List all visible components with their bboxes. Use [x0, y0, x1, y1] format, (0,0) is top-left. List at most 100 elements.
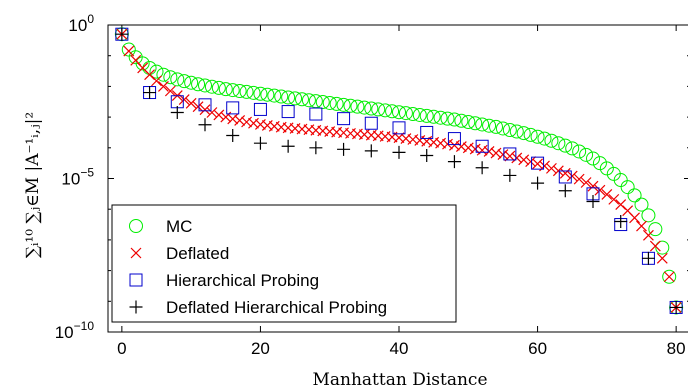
data-point: [158, 80, 169, 92]
data-point: [551, 136, 566, 151]
data-point: [537, 131, 552, 146]
y-tick-exponent: 0: [87, 12, 94, 26]
data-point: [476, 144, 488, 156]
data-point: [552, 165, 564, 177]
data-point: [227, 113, 239, 125]
data-point: [199, 104, 211, 116]
legend-marker: [129, 300, 143, 314]
data-point: [544, 133, 559, 148]
data-point: [143, 86, 157, 100]
data-point: [572, 144, 587, 159]
data-point: [337, 112, 351, 126]
data-point: [301, 93, 316, 108]
data-point: [420, 148, 434, 162]
data-point: [420, 125, 434, 139]
data-point: [281, 139, 295, 153]
data-point: [614, 214, 628, 228]
data-point: [462, 142, 474, 154]
x-axis-label: Manhattan Distance: [312, 370, 487, 390]
data-point: [440, 111, 455, 126]
y-tick-exponent: −10: [74, 319, 95, 333]
data-point: [364, 116, 378, 130]
data-point: [523, 127, 538, 142]
data-point: [357, 100, 372, 115]
data-point: [669, 300, 683, 314]
data-point: [482, 118, 497, 133]
data-point: [407, 134, 419, 145]
data-point: [426, 109, 441, 124]
data-point: [454, 113, 469, 128]
data-point: [288, 91, 303, 106]
data-point: [253, 86, 268, 101]
data-point: [511, 152, 523, 164]
data-point: [206, 107, 218, 118]
data-point: [509, 124, 524, 139]
data-point: [433, 110, 448, 125]
data-point: [503, 147, 517, 161]
data-point: [586, 195, 600, 209]
data-point: [656, 252, 668, 264]
data-point: [225, 83, 240, 98]
data-point: [121, 42, 136, 57]
data-point: [419, 108, 434, 123]
series-deflated-hierarchical-probing: [115, 27, 683, 314]
data-point: [253, 136, 267, 150]
y-tick-label: 10−10: [55, 319, 95, 342]
data-point: [662, 269, 677, 284]
data-point: [495, 121, 510, 136]
data-point: [412, 107, 427, 122]
y-tick-label: 10−5: [61, 166, 94, 189]
data-point: [592, 156, 607, 171]
legend-marker: [129, 273, 143, 287]
data-point: [364, 144, 378, 158]
data-point: [649, 240, 661, 252]
data-point: [163, 70, 178, 85]
data-point: [191, 77, 206, 92]
y-tick-exponent: −5: [80, 166, 94, 180]
data-point: [620, 180, 635, 195]
data-point: [364, 101, 379, 116]
legend-box: [111, 204, 457, 323]
data-point: [371, 102, 386, 117]
data-point: [246, 85, 261, 100]
data-point: [385, 104, 400, 119]
data-point: [641, 208, 656, 223]
legend: MC Deflated Hierarchical Probing Deflated H…: [111, 204, 457, 323]
series-deflated: [116, 28, 682, 313]
data-point: [337, 142, 351, 156]
data-point: [218, 82, 233, 97]
data-point: [435, 137, 446, 149]
data-point: [475, 139, 489, 153]
data-point: [504, 150, 516, 162]
data-point: [558, 184, 572, 198]
data-point: [164, 85, 176, 97]
data-point: [239, 84, 254, 99]
data-point: [608, 193, 620, 205]
data-point: [268, 120, 280, 132]
data-point: [483, 146, 495, 157]
data-point: [255, 119, 266, 130]
data-point: [559, 167, 571, 179]
data-point: [627, 188, 642, 203]
data-point: [198, 118, 212, 132]
data-point: [248, 117, 259, 129]
data-point: [149, 64, 164, 79]
x-tick-label: 80: [667, 339, 686, 358]
y-tick-label: 100: [68, 12, 94, 35]
data-point: [530, 129, 545, 144]
data-point: [586, 151, 600, 166]
data-point: [414, 135, 426, 146]
data-point: [261, 119, 273, 131]
series-layer: [114, 27, 684, 315]
data-point: [490, 147, 502, 159]
data-point: [329, 96, 344, 111]
data-point: [468, 116, 483, 131]
data-point: [648, 222, 663, 237]
data-point: [503, 168, 517, 182]
data-point: [226, 101, 240, 115]
data-point: [449, 139, 460, 151]
data-point: [447, 112, 462, 127]
data-point: [185, 97, 197, 109]
data-point: [192, 101, 204, 113]
legend-marker: [129, 219, 143, 233]
